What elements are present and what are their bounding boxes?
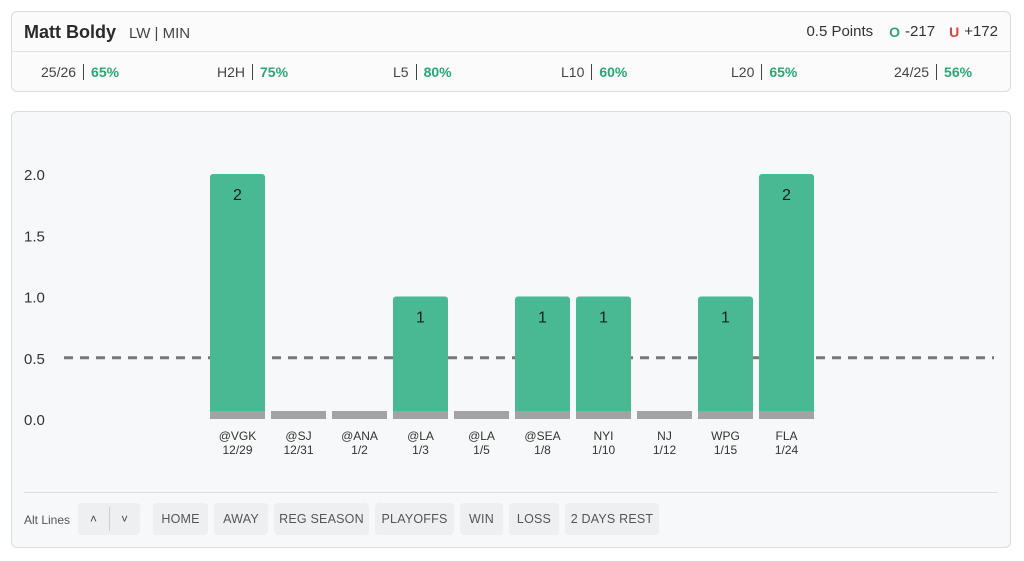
x-tick-opponent: NYI <box>593 429 613 443</box>
x-tick-opponent: @VGK <box>219 429 257 443</box>
over-icon: O <box>889 23 901 40</box>
chevron-up-icon[interactable]: ˄ <box>89 512 97 526</box>
x-tick-date: 1/15 <box>714 443 738 457</box>
bar-base <box>454 411 509 419</box>
y-tick-label: 1.5 <box>24 228 45 245</box>
alt-lines-stepper: ˄ ˅ <box>78 503 140 535</box>
stat-pct: 65% <box>769 64 798 80</box>
x-tick-opponent: @ANA <box>341 429 378 443</box>
x-tick-date: 1/24 <box>775 443 799 457</box>
x-tick-opponent: FLA <box>775 429 797 443</box>
stat-last-season[interactable]: 24/25 56% <box>894 64 972 80</box>
x-tick-date: 12/31 <box>283 443 313 457</box>
filter-win-button[interactable]: WIN <box>460 503 503 535</box>
x-tick-date: 1/3 <box>412 443 429 457</box>
filter-reg-season-button[interactable]: REG SEASON <box>274 503 369 535</box>
filter-loss-button[interactable]: LOSS <box>509 503 559 535</box>
bar-value-label: 2 <box>782 187 791 204</box>
x-tick-opponent: NJ <box>657 429 672 443</box>
header-top-row: Matt Boldy LW | MIN 0.5 Points O -217 U … <box>12 12 1010 52</box>
game-log-chart-card: 0.0 0.5 1.0 1.5 2.0 2 @VGK 12/29 @SJ 12/31 @ANA 1/2… <box>11 111 1011 548</box>
stat-label: L5 <box>393 64 417 80</box>
bar-base <box>332 411 387 419</box>
bar <box>576 296 631 419</box>
stat-l20[interactable]: L20 65% <box>731 64 797 80</box>
filter-away-button[interactable]: AWAY <box>214 503 268 535</box>
bar-base <box>759 411 814 419</box>
x-tick-date: 1/8 <box>534 443 551 457</box>
filter-bar: Alt Lines ˄ ˅ HOME AWAY REG SEASON PLAYO… <box>12 492 1010 548</box>
bar-base <box>637 411 692 419</box>
stat-l10[interactable]: L10 60% <box>561 64 627 80</box>
stat-pct: 56% <box>944 64 973 80</box>
bar-base <box>271 411 326 419</box>
x-tick-opponent: WPG <box>711 429 740 443</box>
stat-label: L20 <box>731 64 763 80</box>
bar-value-label: 1 <box>416 310 425 327</box>
bar-base <box>515 411 570 419</box>
x-tick-date: 12/29 <box>222 443 252 457</box>
under-icon: U <box>949 23 960 40</box>
points-line: 0.5 Points <box>806 23 874 40</box>
x-tick-opponent: @LA <box>407 429 434 443</box>
stat-label: 24/25 <box>894 64 938 80</box>
hit-rate-row: 25/26 65% H2H 75% L5 80% L10 60% L20 65%… <box>12 53 1010 92</box>
bar-value-label: 2 <box>233 187 242 204</box>
stat-pct: 65% <box>91 64 120 80</box>
bar <box>698 296 753 419</box>
under-odds[interactable]: +172 <box>964 23 998 40</box>
x-tick-opponent: @SEA <box>524 429 560 443</box>
y-tick-label: 0.0 <box>24 412 45 429</box>
stat-pct: 75% <box>260 64 289 80</box>
x-tick-date: 1/10 <box>592 443 616 457</box>
bar <box>759 174 814 419</box>
x-tick-date: 1/5 <box>473 443 490 457</box>
player-position-team: LW | MIN <box>129 25 191 42</box>
bar <box>393 296 448 419</box>
y-tick-label: 0.5 <box>24 351 45 368</box>
filter-2-days-rest-button[interactable]: 2 DAYS REST <box>565 503 659 535</box>
odds-info: 0.5 Points O -217 U +172 <box>806 23 998 40</box>
stat-label: 25/26 <box>41 64 85 80</box>
filter-divider <box>24 492 998 493</box>
stat-l5[interactable]: L5 80% <box>393 64 452 80</box>
y-tick-label: 2.0 <box>24 167 45 184</box>
player-header-card: Matt Boldy LW | MIN 0.5 Points O -217 U … <box>11 11 1011 92</box>
player-name[interactable]: Matt Boldy <box>24 22 116 42</box>
x-tick-date: 1/2 <box>351 443 368 457</box>
filter-home-button[interactable]: HOME <box>153 503 208 535</box>
stat-pct: 80% <box>423 64 452 80</box>
stat-h2h[interactable]: H2H 75% <box>217 64 288 80</box>
bar-base <box>698 411 753 419</box>
chevron-down-icon[interactable]: ˅ <box>120 512 128 526</box>
over-odds[interactable]: -217 <box>905 23 936 40</box>
stat-season[interactable]: 25/26 65% <box>41 64 119 80</box>
y-tick-label: 1.0 <box>24 290 45 307</box>
bar-base <box>393 411 448 419</box>
bar-value-label: 1 <box>721 310 730 327</box>
stat-label: H2H <box>217 64 254 80</box>
stepper-divider <box>109 507 110 531</box>
stat-label: L10 <box>561 64 593 80</box>
bar <box>515 296 570 419</box>
stat-pct: 60% <box>599 64 628 80</box>
x-tick-opponent: @LA <box>468 429 495 443</box>
bar-value-label: 1 <box>538 310 547 327</box>
x-tick-date: 1/12 <box>653 443 677 457</box>
bar <box>210 174 265 419</box>
filter-playoffs-button[interactable]: PLAYOFFS <box>375 503 454 535</box>
x-tick-opponent: @SJ <box>285 429 311 443</box>
bar-base <box>576 411 631 419</box>
bar-chart: 0.00.51.01.52.02@VGK12/29@SJ12/31@ANA1/2… <box>24 167 994 457</box>
bar-value-label: 1 <box>599 310 608 327</box>
bar-base <box>210 411 265 419</box>
alt-lines-label: Alt Lines <box>24 513 71 527</box>
